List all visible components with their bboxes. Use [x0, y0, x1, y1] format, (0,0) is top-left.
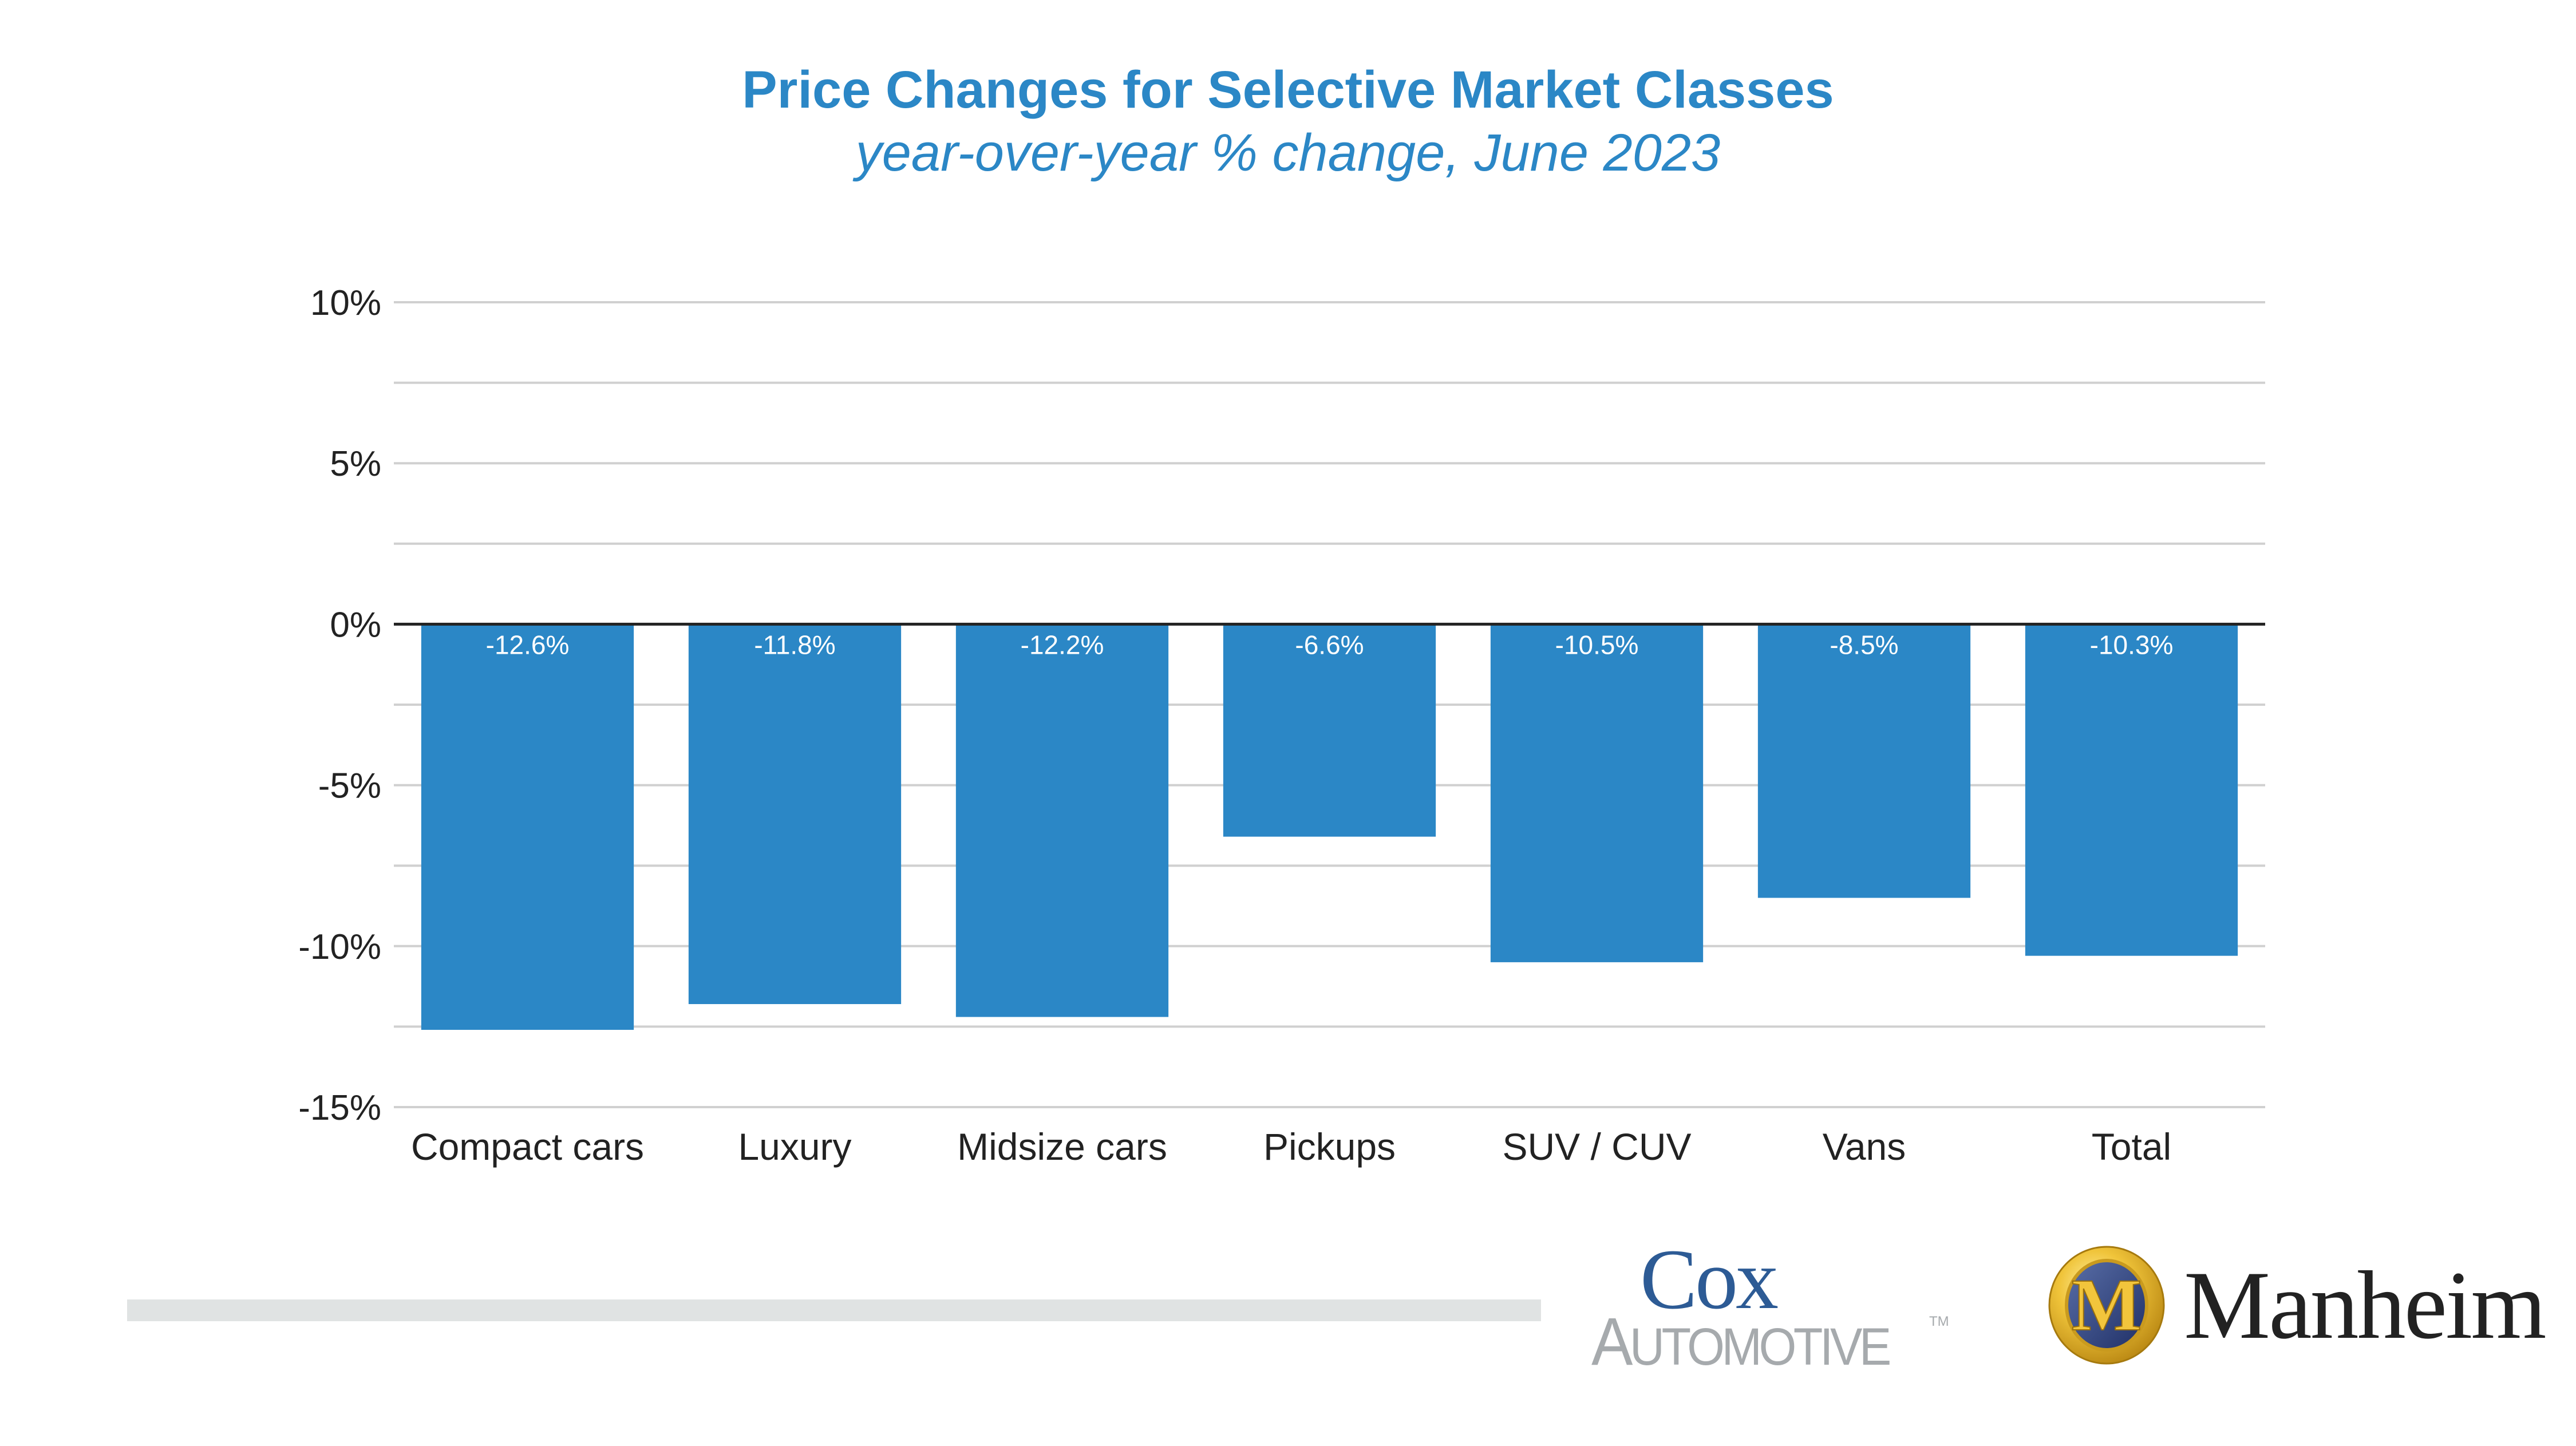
data-label: -6.6% — [1295, 630, 1364, 659]
x-tick-label: SUV / CUV — [1502, 1125, 1691, 1168]
bar-vans — [1757, 624, 1971, 898]
trademark-mark: TM — [1929, 1314, 1949, 1329]
data-label: -12.6% — [486, 630, 570, 659]
bar-midsize-cars — [955, 624, 1169, 1017]
y-tick-label: 0% — [330, 605, 381, 645]
x-axis-ticks: Compact cars Luxury Midsize cars Pickups SUV… — [411, 1125, 2171, 1168]
bar-total — [2025, 624, 2238, 956]
footer-divider-bar — [127, 1299, 1541, 1321]
data-labels: -12.6% -11.8% -12.2% -6.6% -10.5% -8.5% -10.3% — [486, 630, 2174, 659]
manheim-emblem-icon: M — [2048, 1246, 2165, 1365]
bar-suv-cuv — [1490, 624, 1704, 962]
bar-compact-cars — [421, 624, 634, 1030]
x-tick-label: Pickups — [1263, 1125, 1396, 1168]
y-tick-label: -5% — [318, 767, 381, 806]
svg-text:M: M — [2072, 1264, 2142, 1346]
x-tick-label: Total — [2092, 1125, 2171, 1168]
x-tick-label: Luxury — [738, 1125, 851, 1168]
data-label: -10.3% — [2090, 630, 2174, 659]
bars — [421, 624, 2238, 1030]
data-label: -12.2% — [1021, 630, 1104, 659]
data-label: -10.5% — [1555, 630, 1639, 659]
data-label: -11.8% — [754, 630, 835, 659]
bar-pickups — [1223, 624, 1436, 837]
y-tick-label: -15% — [298, 1088, 381, 1128]
bar-luxury — [688, 624, 902, 1005]
x-tick-label: Compact cars — [411, 1125, 644, 1168]
cox-logo-text: Cox — [1640, 1232, 1779, 1327]
chart-subtitle: year-over-year % change, June 2023 — [855, 124, 1721, 182]
y-tick-label: 5% — [330, 444, 381, 484]
chart-title: Price Changes for Selective Market Class… — [742, 61, 1834, 119]
y-tick-label: 10% — [310, 283, 381, 323]
x-tick-label: Midsize cars — [957, 1125, 1167, 1168]
y-tick-label: -10% — [298, 927, 381, 967]
data-label: -8.5% — [1830, 630, 1898, 659]
manheim-logo: M Manheim — [2038, 1236, 2553, 1380]
automotive-text: AUTOMOTIVE — [1591, 1304, 1891, 1380]
manheim-logo-text: Manheim — [2184, 1251, 2547, 1359]
x-tick-label: Vans — [1823, 1125, 1906, 1168]
y-axis-ticks: 10% 5% 0% -5% -10% -15% — [298, 283, 381, 1128]
cox-automotive-logo: Cox AUTOMOTIVE TM — [1591, 1232, 2004, 1376]
automotive-logo-text: AUTOMOTIVE — [1591, 1308, 1891, 1381]
